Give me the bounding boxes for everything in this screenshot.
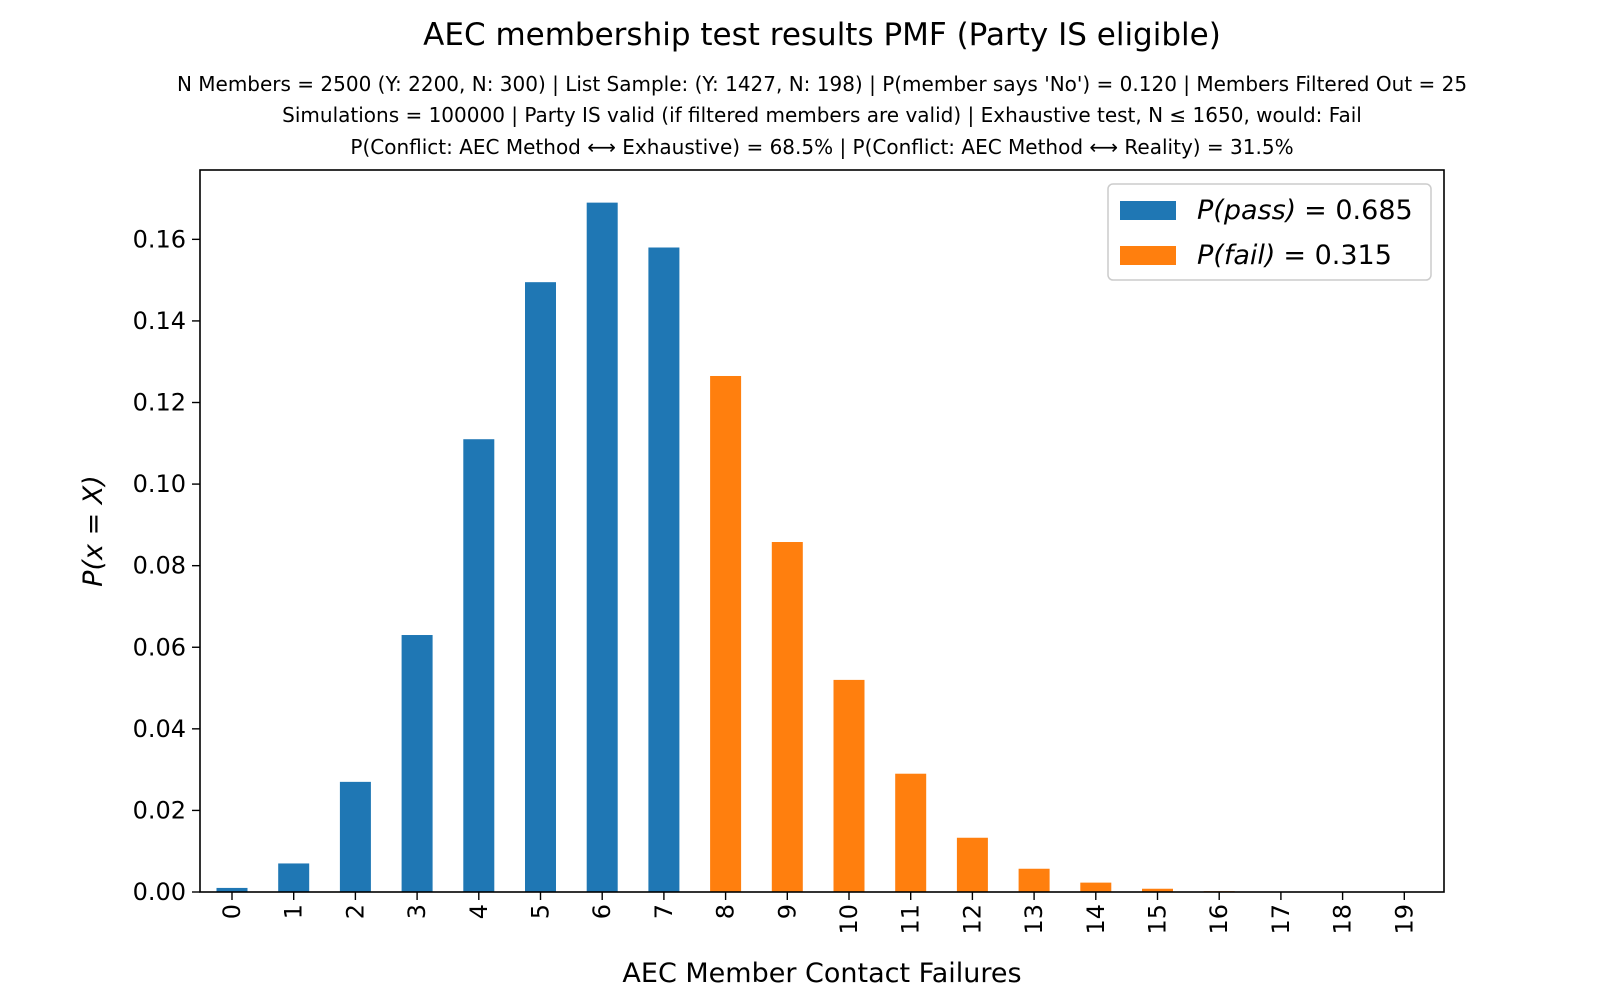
- plot-area: 0 1 2 3 4 5 6 7 8 9 10 11 12 13 14 15 16 17 18 190.000.020.…: [133, 202, 1420, 935]
- x-tick-label-0: 0: [218, 904, 246, 919]
- bar-13: [1018, 868, 1050, 892]
- y-tick-label-0.06: 0.06: [133, 633, 186, 661]
- x-tick-label-8: 8: [712, 904, 740, 919]
- bar-15: [1142, 888, 1173, 892]
- bar-11: [895, 773, 927, 892]
- legend-pass-value: = 0.685: [1304, 195, 1413, 226]
- x-tick-label-3: 3: [403, 904, 431, 919]
- y-tick-label-0.02: 0.02: [133, 796, 186, 824]
- bar-5: [525, 282, 556, 892]
- y-tick-label-0.00: 0.00: [133, 878, 186, 906]
- y-axis-label: P(x = X): [78, 475, 109, 587]
- legend-entry-pass: P(pass) = 0.685: [1197, 195, 1413, 226]
- legend-pass-symbol: P(pass): [1197, 195, 1296, 226]
- bar-14: [1080, 882, 1112, 892]
- x-tick-label-10: 10: [835, 904, 863, 935]
- x-tick-label-19: 19: [1390, 904, 1418, 935]
- legend-box: [1107, 183, 1432, 281]
- x-tick-label-14: 14: [1082, 904, 1110, 935]
- x-tick-label-6: 6: [588, 904, 616, 919]
- chart-subtitle-line-2: Simulations = 100000 | Party IS valid (i…: [282, 103, 1362, 127]
- y-tick-label-0.10: 0.10: [133, 470, 186, 498]
- x-tick-label-12: 12: [958, 904, 986, 935]
- legend: P(pass) = 0.685 P(fail) = 0.315: [1107, 183, 1432, 281]
- x-tick-label-9: 9: [773, 904, 801, 919]
- bar-2: [339, 781, 371, 892]
- legend-entry-fail: P(fail) = 0.315: [1197, 240, 1392, 271]
- chart-subtitle-line-3: P(Conflict: AEC Method ⟷ Exhaustive) = 6…: [350, 135, 1293, 159]
- x-axis-label: AEC Member Contact Failures: [622, 958, 1021, 989]
- bar-7: [648, 247, 680, 892]
- y-tick-label-0.14: 0.14: [133, 307, 186, 335]
- plot-frame: [199, 169, 1445, 893]
- legend-swatch-fail: [1120, 246, 1176, 265]
- x-tick-label-1: 1: [280, 904, 308, 919]
- bar-9: [771, 542, 803, 892]
- chart-title: AEC membership test results PMF (Party I…: [423, 17, 1221, 53]
- y-tick-label-0.16: 0.16: [133, 225, 186, 253]
- x-tick-label-2: 2: [341, 904, 369, 919]
- legend-swatch-pass: [1120, 201, 1176, 220]
- x-tick-label-16: 16: [1205, 904, 1233, 935]
- legend-fail-value: = 0.315: [1283, 240, 1392, 271]
- x-tick-label-18: 18: [1329, 904, 1357, 935]
- bar-1: [278, 863, 310, 892]
- y-tick-label-0.08: 0.08: [133, 552, 186, 580]
- bar-0: [216, 887, 248, 892]
- bar-10: [833, 679, 865, 892]
- x-tick-label-11: 11: [897, 904, 925, 935]
- bar-4: [463, 439, 495, 892]
- y-tick-label-0.04: 0.04: [133, 715, 186, 743]
- x-tick-label-17: 17: [1267, 904, 1295, 935]
- bar-3: [401, 635, 433, 892]
- bar-6: [586, 202, 618, 892]
- x-tick-label-5: 5: [527, 904, 555, 919]
- y-tick-label-0.12: 0.12: [133, 389, 186, 417]
- chart-subtitle-line-1: N Members = 2500 (Y: 2200, N: 300) | Lis…: [177, 72, 1467, 96]
- legend-fail-symbol: P(fail): [1197, 240, 1275, 271]
- x-tick-label-4: 4: [465, 904, 493, 919]
- x-tick-label-7: 7: [650, 904, 678, 919]
- bar-12: [956, 837, 988, 892]
- bar-8: [710, 375, 742, 892]
- x-tick-label-15: 15: [1144, 904, 1172, 935]
- x-tick-label-13: 13: [1020, 904, 1048, 935]
